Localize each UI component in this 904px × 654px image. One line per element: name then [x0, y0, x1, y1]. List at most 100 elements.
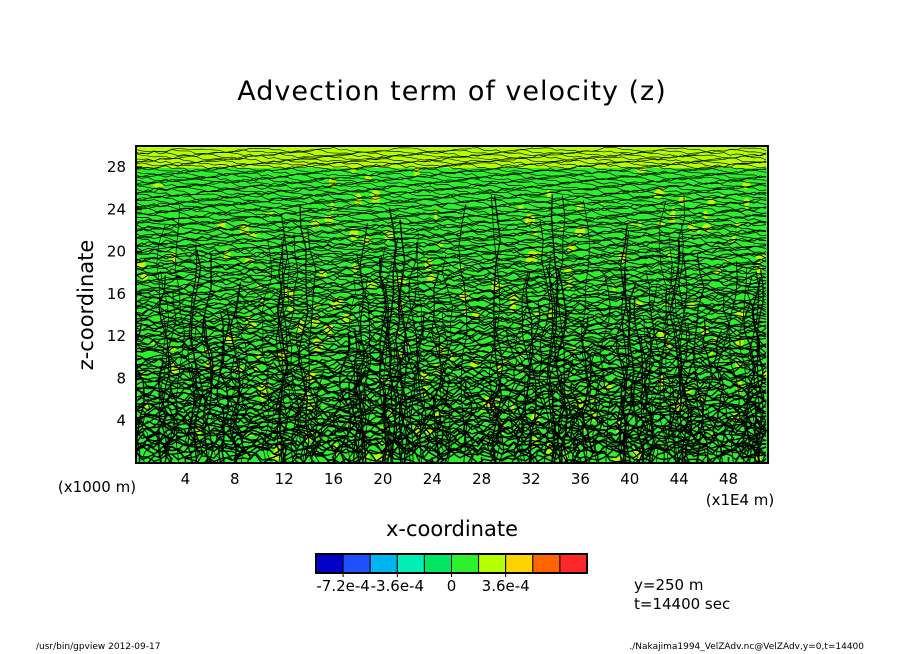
plume-line — [640, 334, 649, 463]
plume-line — [490, 380, 502, 463]
field-blob — [659, 150, 669, 154]
contour-line — [136, 260, 767, 271]
plume-line — [234, 284, 248, 463]
plume-line — [378, 259, 388, 463]
plume-line — [297, 378, 307, 463]
contour-line — [136, 193, 767, 202]
contour-line — [136, 159, 767, 166]
contour-line — [136, 295, 767, 310]
plume-line — [555, 268, 568, 463]
plume-line — [355, 253, 364, 463]
plume-line — [275, 213, 289, 463]
plume-line — [728, 402, 742, 463]
plume-line — [346, 278, 357, 463]
contour-line — [136, 195, 767, 204]
plume-line — [683, 347, 696, 463]
plume-line — [754, 393, 767, 463]
colorbar-swatch — [423, 553, 452, 574]
plume-line — [740, 386, 754, 463]
contour-line — [136, 366, 767, 383]
plume-line — [142, 402, 152, 463]
x-unit-right-label: (x1E4 m) — [706, 491, 775, 509]
plume-line — [749, 271, 762, 463]
plume-line — [581, 337, 595, 463]
x-tick-label: 4 — [181, 470, 191, 488]
contour-line — [136, 207, 767, 217]
plume-line — [288, 234, 300, 463]
plume-line — [712, 330, 725, 463]
contour-line — [136, 181, 767, 189]
contour-line — [136, 261, 766, 273]
colorbar-tick-label: -7.2e-4 — [316, 577, 369, 595]
plume-line — [545, 266, 556, 463]
field-blob — [323, 322, 334, 335]
contour-line — [136, 270, 767, 282]
plume-line — [416, 321, 426, 463]
plume-line — [462, 380, 473, 463]
colorbar-swatch — [559, 553, 588, 574]
annotation-t: t=14400 sec — [634, 595, 731, 613]
plot-area — [135, 145, 769, 464]
contour-line — [136, 283, 767, 297]
contour-line — [136, 218, 767, 227]
y-tick-label: 16 — [107, 285, 126, 303]
plume-line — [292, 403, 306, 463]
plume-line — [743, 305, 757, 463]
contour-line — [136, 165, 767, 172]
plume-line — [717, 295, 730, 463]
contour-line — [136, 153, 767, 159]
contour-line — [136, 326, 767, 340]
contour-line — [136, 185, 767, 193]
plume-line — [185, 327, 197, 463]
plume-line — [219, 307, 231, 463]
x-axis-title: x-coordinate — [386, 517, 518, 541]
contour-line — [136, 320, 767, 334]
x-tick-label: 44 — [670, 470, 689, 488]
plume-line — [408, 242, 419, 463]
footer-right: ./Nakajima1994_VelZAdv.nc@VelZAdv,y=0,t=… — [629, 642, 864, 652]
plume-line — [404, 286, 417, 463]
contour-line — [136, 171, 767, 179]
colorbar-swatch — [451, 553, 480, 574]
plume-line — [338, 331, 352, 463]
contour-line — [136, 211, 767, 221]
y-tick-label: 20 — [107, 243, 126, 261]
plume-line — [552, 404, 567, 463]
plume-line — [265, 348, 278, 463]
plume-line — [746, 277, 760, 463]
contour-line — [136, 308, 767, 322]
contour-line — [136, 231, 767, 242]
plume-line — [580, 315, 592, 463]
plume-line — [438, 363, 451, 463]
x-tick-label: 20 — [373, 470, 392, 488]
plume-line — [291, 346, 302, 463]
colorbar-tick-label: 3.6e-4 — [482, 577, 530, 595]
plume-line — [261, 241, 272, 463]
footer-left: /usr/bin/gpview 2012-09-17 — [36, 642, 161, 652]
field-blob — [546, 189, 552, 198]
chart-title: Advection term of velocity (z) — [237, 76, 667, 107]
contour-line — [136, 271, 767, 284]
plume-line — [715, 391, 728, 463]
contour-line — [136, 239, 767, 250]
contour-line — [136, 275, 767, 289]
plume-line — [157, 362, 168, 463]
plume-line — [399, 343, 410, 463]
plume-line — [627, 391, 639, 463]
plume-line — [158, 274, 172, 463]
x-tick-label: 40 — [620, 470, 639, 488]
y-tick-label: 4 — [116, 412, 126, 430]
plume-line — [513, 386, 526, 463]
plume-line — [693, 253, 705, 463]
plume-line — [754, 419, 767, 463]
plume-line — [331, 392, 342, 463]
colorbar-labels: -7.2e-4 -3.6e-4 0 3.6e-4 — [316, 573, 530, 595]
contour-line — [136, 177, 767, 185]
contour-line — [136, 360, 767, 377]
plume-line — [431, 393, 442, 463]
plume-line — [202, 253, 213, 463]
contour-line — [136, 179, 767, 187]
contour-line — [136, 247, 767, 259]
plume-line — [307, 230, 318, 463]
contour-line — [136, 163, 767, 170]
